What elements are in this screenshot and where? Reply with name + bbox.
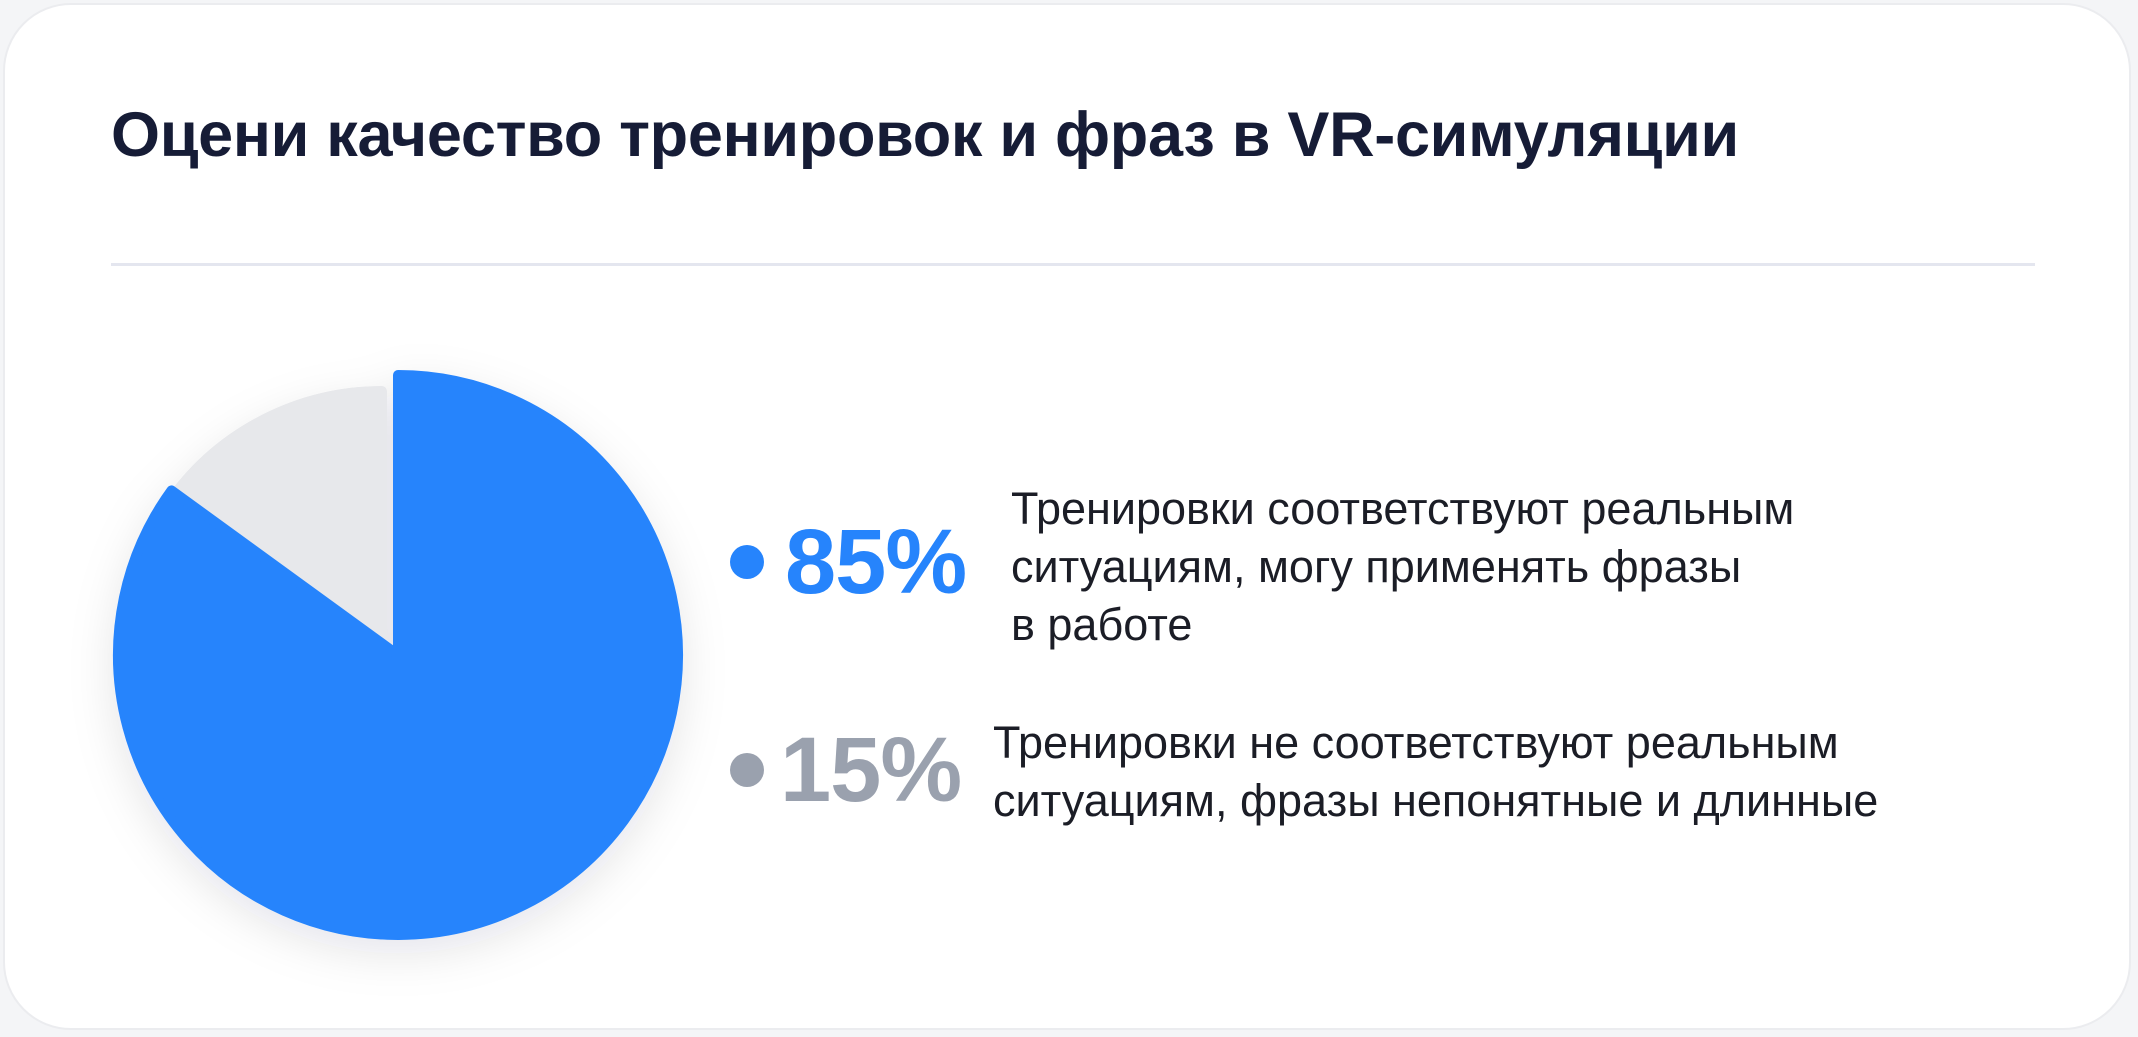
chart-title: Оцени качество тренировок и фраз в VR-си… [111, 100, 1739, 170]
legend-label-line: Тренировки соответствуют реальным [1011, 483, 1795, 534]
title-divider [111, 263, 2035, 266]
legend-dot-negative [730, 753, 764, 787]
legend-label-line: ситуациям, фразы непонятные и длинные [993, 775, 1879, 826]
pie-chart-svg [113, 370, 683, 940]
chart-card: Оцени качество тренировок и фраз в VR-си… [3, 3, 2131, 1030]
legend-label-line: в работе [1011, 599, 1193, 650]
legend-label-positive: Тренировки соответствуют реальным ситуац… [1011, 480, 1794, 654]
legend-dot-positive [730, 545, 764, 579]
pie-slice-positive [113, 370, 683, 940]
legend-label-negative: Тренировки не соответствуют реальным сит… [993, 714, 1878, 830]
legend-label-line: Тренировки не соответствуют реальным [993, 717, 1839, 768]
legend-label-line: ситуациям, могу применять фразы [1011, 541, 1742, 592]
pie-slice-negative [166, 386, 387, 656]
legend-percent-negative: 15% [780, 719, 962, 821]
legend-percent-positive: 85% [785, 511, 967, 613]
pie-chart [65, 335, 785, 975]
